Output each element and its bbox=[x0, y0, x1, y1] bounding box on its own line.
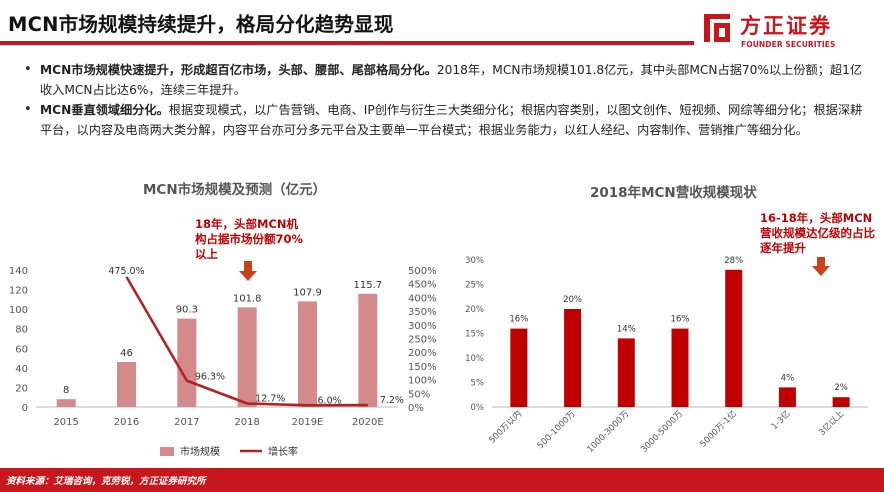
revenue-share-label: 16% bbox=[671, 315, 690, 325]
growth-rate-label: 12.7% bbox=[255, 394, 285, 405]
market-size-bar bbox=[358, 293, 378, 407]
right-chart-x-tick-label: 1000-3000万 bbox=[586, 409, 632, 455]
right-y-tick-label: 350% bbox=[408, 307, 437, 318]
market-size-label: 8 bbox=[63, 385, 69, 396]
revenue-share-label: 14% bbox=[617, 324, 636, 334]
right-chart-y-tick-label: 15% bbox=[465, 330, 484, 340]
left-y-tick-label: 20 bbox=[15, 383, 28, 394]
bullet-text: 2018年，MCN市场规模101.8亿元，其中头部MCN占据70%以上份额；超1… bbox=[40, 63, 863, 97]
revenue-share-bar bbox=[564, 309, 582, 407]
right-chart-y-tick-label: 5% bbox=[471, 379, 485, 389]
left-x-tick-label: 2016 bbox=[114, 417, 139, 428]
revenue-share-label: 2% bbox=[834, 383, 848, 393]
right-chart-x-tick-label: 3000-5000万 bbox=[639, 409, 685, 455]
slide-header: MCN市场规模持续提升，格局分化趋势显现 方正证券 FOUNDER SECURI… bbox=[0, 0, 884, 52]
legend-growth-rate-label: 增长率 bbox=[268, 445, 298, 458]
market-size-label: 46 bbox=[120, 348, 133, 359]
right-chart-x-tick-label: 500-1000万 bbox=[536, 409, 578, 451]
right-y-tick-label: 400% bbox=[408, 293, 437, 304]
bullet-heading: MCN垂直领域细分化。 bbox=[40, 103, 169, 117]
bullet-item: MCN市场规模快速提升，形成超百亿市场，头部、腰部、尾部格局分化。2018年，M… bbox=[24, 60, 870, 100]
left-y-tick-label: 40 bbox=[15, 364, 28, 375]
market-size-label: 101.8 bbox=[233, 293, 262, 304]
legend-market-size-label: 市场规模 bbox=[180, 445, 220, 458]
right-chart-annotation: 16-18年，头部MCN营收规模达亿级的占比逐年提升 bbox=[760, 211, 875, 255]
right-y-tick-label: 200% bbox=[408, 348, 437, 359]
left-x-tick-label: 2019E bbox=[292, 417, 324, 428]
left-y-tick-label: 60 bbox=[15, 344, 28, 355]
page-title: MCN市场规模持续提升，格局分化趋势显现 bbox=[8, 13, 394, 36]
left-x-tick-label: 2020E bbox=[352, 417, 384, 428]
left-x-tick-label: 2017 bbox=[174, 417, 199, 428]
right-chart-x-tick-label: 1-3亿 bbox=[769, 408, 793, 432]
growth-rate-label: 6.0% bbox=[318, 395, 342, 406]
revenue-share-bar bbox=[510, 328, 528, 407]
logo-chinese-name: 方正证券 bbox=[740, 14, 832, 38]
market-size-bar bbox=[56, 399, 76, 407]
market-size-label: 115.7 bbox=[354, 280, 383, 291]
right-y-tick-label: 100% bbox=[408, 376, 437, 387]
left-y-tick-label: 100 bbox=[9, 305, 28, 316]
right-annotation-arrow-icon bbox=[812, 257, 830, 276]
revenue-share-bar bbox=[725, 269, 743, 407]
revenue-share-bar bbox=[617, 338, 635, 407]
footer-source: 资料来源：艾瑞咨询，克劳锐，方正证券研究所 bbox=[6, 476, 206, 487]
right-y-tick-label: 0% bbox=[408, 403, 424, 414]
right-chart-y-tick-label: 20% bbox=[465, 305, 484, 315]
revenue-share-bar bbox=[671, 328, 689, 407]
legend-market-size-swatch bbox=[160, 447, 174, 456]
right-chart-x-tick-label: 500万以内 bbox=[487, 408, 524, 445]
left-chart-annotation: 18年，头部MCN机构占据市场份额70%以上 bbox=[195, 217, 304, 261]
right-y-tick-label: 500% bbox=[408, 266, 437, 277]
market-size-label: 107.9 bbox=[293, 287, 322, 298]
revenue-share-bar bbox=[778, 387, 796, 407]
footer-bar: 资料来源：艾瑞咨询，克劳锐，方正证券研究所 bbox=[0, 468, 884, 492]
right-chart-y-tick-label: 10% bbox=[465, 354, 484, 364]
revenue-share-label: 16% bbox=[509, 315, 528, 325]
market-size-bar bbox=[237, 307, 257, 407]
right-y-tick-label: 50% bbox=[408, 389, 430, 400]
market-size-label: 90.3 bbox=[176, 305, 198, 316]
left-x-tick-label: 2015 bbox=[53, 417, 78, 428]
left-y-tick-label: 140 bbox=[9, 266, 28, 277]
bullet-heading: MCN市场规模快速提升，形成超百亿市场，头部、腰部、尾部格局分化。 bbox=[40, 63, 437, 77]
bullet-text: 根据变现模式，以广告营销、电商、IP创作与衍生三大类细分化；根据内容类别，以图文… bbox=[40, 103, 863, 137]
right-y-tick-label: 450% bbox=[408, 280, 437, 291]
growth-rate-label: 475.0% bbox=[108, 266, 144, 277]
left-chart-title: MCN市场规模及预测（亿元） bbox=[143, 182, 327, 198]
founder-logo: 方正证券 FOUNDER SECURITIES bbox=[700, 8, 880, 56]
left-y-tick-label: 80 bbox=[15, 325, 28, 336]
title-underline bbox=[0, 41, 694, 45]
right-chart-title: 2018年MCN营收规模现状 bbox=[590, 185, 757, 201]
market-size-bar bbox=[177, 318, 197, 407]
right-chart-y-tick-label: 30% bbox=[465, 256, 484, 266]
market-size-bar bbox=[298, 301, 317, 407]
left-y-tick-label: 120 bbox=[9, 286, 28, 297]
market-size-bar bbox=[117, 361, 136, 407]
growth-rate-line bbox=[125, 276, 368, 407]
revenue-share-label: 20% bbox=[563, 295, 582, 305]
bullet-item: MCN垂直领域细分化。根据变现模式，以广告营销、电商、IP创作与衍生三大类细分化… bbox=[24, 100, 870, 140]
right-y-tick-label: 150% bbox=[408, 362, 437, 373]
left-annotation-arrow-icon bbox=[239, 261, 257, 281]
founder-logo-mark-icon bbox=[704, 14, 730, 42]
left-y-tick-label: 0 bbox=[22, 403, 28, 414]
revenue-share-bar bbox=[832, 397, 850, 407]
revenue-share-label: 4% bbox=[781, 373, 795, 383]
left-x-tick-label: 2018 bbox=[234, 417, 259, 428]
revenue-share-label: 28% bbox=[724, 256, 743, 266]
bullet-list: MCN市场规模快速提升，形成超百亿市场，头部、腰部、尾部格局分化。2018年，M… bbox=[24, 60, 870, 140]
growth-rate-label: 96.3% bbox=[195, 372, 225, 383]
right-chart-y-tick-label: 25% bbox=[465, 281, 484, 291]
right-chart-y-tick-label: 0% bbox=[471, 403, 485, 413]
growth-rate-label: 7.2% bbox=[380, 395, 404, 406]
right-y-tick-label: 250% bbox=[408, 335, 437, 346]
right-chart-x-tick-label: 5000万-1亿 bbox=[698, 408, 739, 449]
logo-english-name: FOUNDER SECURITIES bbox=[741, 40, 836, 49]
right-chart-x-tick-label: 3亿以上 bbox=[817, 408, 847, 438]
right-y-tick-label: 300% bbox=[408, 321, 437, 332]
